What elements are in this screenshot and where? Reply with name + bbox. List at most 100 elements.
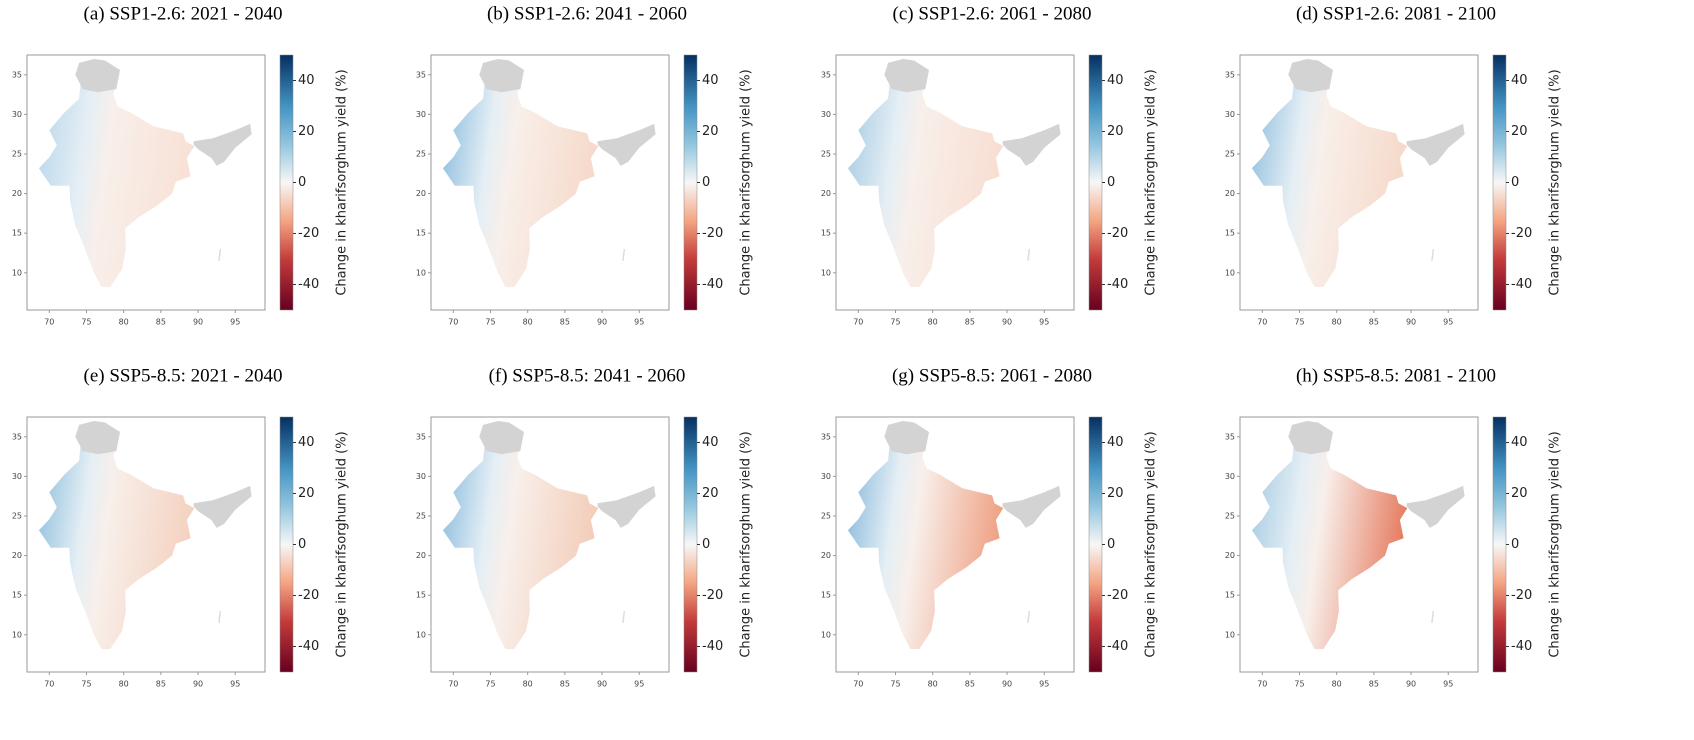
x-tick-label: 70: [853, 680, 863, 689]
colorbar-label: Change in kharifsorghum yield (%): [739, 431, 754, 657]
y-tick-label: 15: [1225, 229, 1235, 238]
x-tick-label: 85: [965, 318, 975, 327]
india-map: [38, 62, 195, 288]
colorbar-tick-label: 20: [702, 486, 719, 501]
masked-region: [75, 421, 120, 455]
x-tick-label: 70: [853, 318, 863, 327]
masked-region: [479, 59, 524, 93]
colorbar-tick-label: -40: [1107, 639, 1128, 654]
map-panel: (a) SSP1-2.6: 2021 - 2040 70 75 80 85 90 95 10 1…: [12, 3, 350, 326]
masked-region: [1002, 485, 1061, 528]
y-tick-label: 20: [12, 551, 22, 560]
y-tick-label: 25: [1225, 149, 1235, 158]
y-tick-label: 15: [1225, 591, 1235, 600]
colorbar-tick-label: 20: [1107, 124, 1124, 139]
y-tick-label: 10: [821, 630, 831, 639]
colorbar-tick-label: 0: [1107, 175, 1115, 190]
india-map: [847, 62, 1004, 288]
island: [1027, 610, 1031, 623]
y-tick-label: 20: [416, 551, 426, 560]
india-map: [442, 62, 599, 288]
y-tick-label: 15: [821, 591, 831, 600]
colorbar-tick-label: 20: [702, 124, 719, 139]
y-tick-label: 25: [821, 511, 831, 520]
masked-region: [75, 59, 120, 93]
colorbar-tick-label: -40: [702, 639, 723, 654]
colorbar-tick-label: 20: [298, 486, 315, 501]
x-tick-label: 95: [634, 318, 644, 327]
x-tick-label: 95: [634, 680, 644, 689]
colorbar-tick-label: -40: [1511, 639, 1532, 654]
colorbar-tick-label: -20: [1511, 226, 1532, 241]
colorbar-tick-label: 0: [702, 537, 710, 552]
colorbar: [683, 54, 698, 311]
colorbar: [1492, 416, 1507, 673]
y-tick-label: 35: [821, 70, 831, 79]
masked-region: [597, 485, 656, 528]
y-tick-label: 20: [821, 551, 831, 560]
map-panel: (f) SSP5-8.5: 2041 - 2060 70 75 80 85 90 95 10 1…: [416, 365, 754, 688]
x-tick-label: 80: [1332, 680, 1342, 689]
y-tick-label: 20: [821, 189, 831, 198]
colorbar-tick-label: 0: [1511, 537, 1519, 552]
colorbar-tick-label: -40: [1511, 277, 1532, 292]
masked-region: [884, 421, 929, 455]
y-tick-label: 20: [416, 189, 426, 198]
colorbar-label: Change in kharifsorghum yield (%): [1548, 69, 1563, 295]
colorbar: [279, 416, 294, 673]
colorbar-tick-label: -40: [702, 277, 723, 292]
colorbar-tick-label: 0: [1511, 175, 1519, 190]
colorbar-tick-label: 20: [1107, 486, 1124, 501]
colorbar-tick-label: -20: [1107, 588, 1128, 603]
y-tick-label: 30: [12, 472, 22, 481]
x-tick-label: 80: [523, 318, 533, 327]
map-panel: (c) SSP1-2.6: 2061 - 2080 70 75 80 85 90 95 10 1…: [821, 3, 1159, 326]
colorbar-tick-label: 20: [1511, 124, 1528, 139]
island: [218, 248, 222, 261]
x-tick-label: 80: [523, 680, 533, 689]
colorbar-label: Change in kharifsorghum yield (%): [1144, 69, 1159, 295]
y-tick-label: 35: [821, 432, 831, 441]
x-tick-label: 85: [1369, 318, 1379, 327]
masked-region: [193, 485, 252, 528]
colorbar-tick-label: 0: [702, 175, 710, 190]
y-tick-label: 35: [416, 432, 426, 441]
x-tick-label: 85: [965, 680, 975, 689]
x-tick-label: 95: [230, 318, 240, 327]
x-tick-label: 90: [1406, 680, 1416, 689]
x-tick-label: 85: [560, 680, 570, 689]
masked-region: [884, 59, 929, 93]
y-tick-label: 35: [1225, 70, 1235, 79]
colorbar-label: Change in kharifsorghum yield (%): [739, 69, 754, 295]
colorbar: [279, 54, 294, 311]
panel-title: (h) SSP5-8.5: 2081 - 2100: [1296, 365, 1496, 386]
masked-region: [1406, 123, 1465, 166]
y-tick-label: 30: [821, 110, 831, 119]
x-tick-label: 75: [890, 318, 900, 327]
y-tick-label: 15: [416, 591, 426, 600]
y-tick-label: 10: [12, 630, 22, 639]
colorbar-tick-label: -40: [1107, 277, 1128, 292]
colorbar-tick-label: 40: [1511, 73, 1528, 88]
x-tick-label: 75: [890, 680, 900, 689]
x-tick-label: 75: [1294, 318, 1304, 327]
x-tick-label: 95: [1039, 680, 1049, 689]
y-tick-label: 25: [12, 511, 22, 520]
y-tick-label: 25: [12, 149, 22, 158]
masked-region: [193, 123, 252, 166]
colorbar-tick-label: 40: [298, 435, 315, 450]
x-tick-label: 70: [44, 680, 54, 689]
y-tick-label: 30: [1225, 472, 1235, 481]
colorbar-tick-label: -20: [1511, 588, 1532, 603]
colorbar: [1492, 54, 1507, 311]
island: [1431, 610, 1435, 623]
x-tick-label: 95: [1443, 680, 1453, 689]
colorbar-tick-label: 40: [298, 73, 315, 88]
x-tick-label: 80: [119, 318, 129, 327]
colorbar: [683, 416, 698, 673]
x-tick-label: 90: [1002, 318, 1012, 327]
panel-title: (e) SSP5-8.5: 2021 - 2040: [84, 365, 283, 386]
y-tick-label: 35: [1225, 432, 1235, 441]
x-tick-label: 80: [928, 680, 938, 689]
colorbar-label: Change in kharifsorghum yield (%): [335, 431, 350, 657]
